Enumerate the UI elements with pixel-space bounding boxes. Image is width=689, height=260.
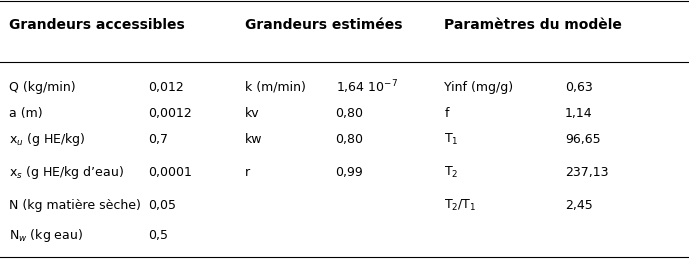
Text: 0,63: 0,63 (565, 81, 593, 94)
Text: Yinf (mg/g): Yinf (mg/g) (444, 81, 513, 94)
Text: T$_2$/T$_1$: T$_2$/T$_1$ (444, 198, 477, 213)
Text: 1,64 10$^{-7}$: 1,64 10$^{-7}$ (336, 78, 398, 96)
Text: Grandeurs estimées: Grandeurs estimées (245, 18, 402, 32)
Text: k (m/min): k (m/min) (245, 81, 305, 94)
Text: 0,5: 0,5 (148, 229, 168, 242)
Text: Paramètres du modèle: Paramètres du modèle (444, 18, 622, 32)
Text: 0,0012: 0,0012 (148, 107, 192, 120)
Text: kw: kw (245, 133, 262, 146)
Text: 0,05: 0,05 (148, 199, 176, 212)
Text: 0,012: 0,012 (148, 81, 184, 94)
Text: x$_u$ (g HE/kg): x$_u$ (g HE/kg) (9, 131, 85, 148)
Text: 0,80: 0,80 (336, 133, 364, 146)
Text: 0,7: 0,7 (148, 133, 168, 146)
Text: 0,0001: 0,0001 (148, 166, 192, 179)
Text: T$_1$: T$_1$ (444, 132, 459, 147)
Text: Q (kg/min): Q (kg/min) (9, 81, 76, 94)
Text: 1,14: 1,14 (565, 107, 593, 120)
Text: f: f (444, 107, 449, 120)
Text: T$_2$: T$_2$ (444, 165, 459, 180)
Text: x$_s$ (g HE/kg d’eau): x$_s$ (g HE/kg d’eau) (9, 164, 124, 181)
Text: N$_w$ (kg eau): N$_w$ (kg eau) (9, 227, 83, 244)
Text: 96,65: 96,65 (565, 133, 601, 146)
Text: N (kg matière sèche): N (kg matière sèche) (9, 199, 141, 212)
Text: 0,80: 0,80 (336, 107, 364, 120)
Text: kv: kv (245, 107, 259, 120)
Text: 237,13: 237,13 (565, 166, 608, 179)
Text: a (m): a (m) (9, 107, 43, 120)
Text: 2,45: 2,45 (565, 199, 593, 212)
Text: Grandeurs accessibles: Grandeurs accessibles (9, 18, 185, 32)
Text: 0,99: 0,99 (336, 166, 363, 179)
Text: r: r (245, 166, 249, 179)
